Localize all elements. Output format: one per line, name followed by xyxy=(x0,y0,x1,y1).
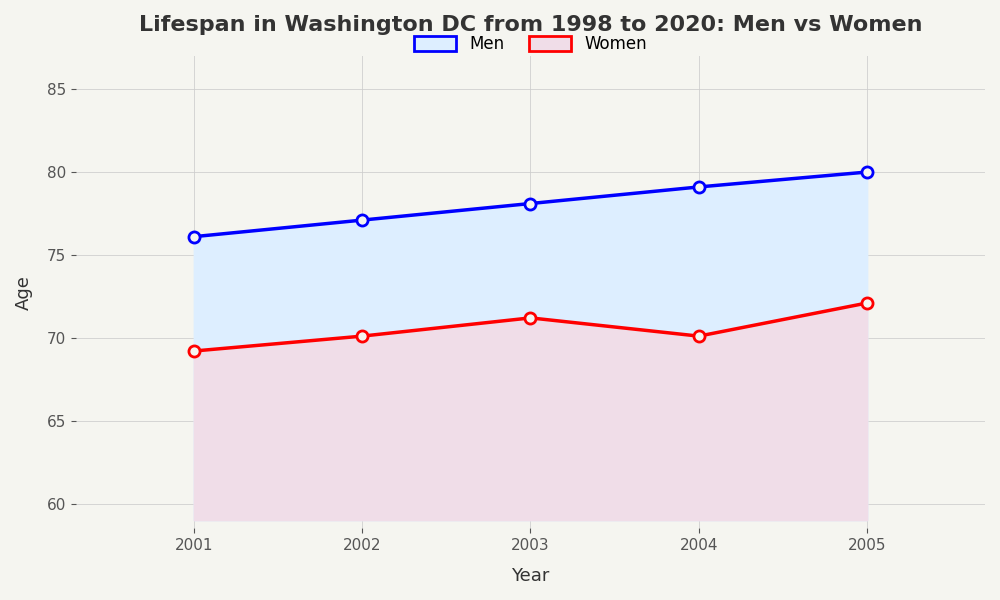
Y-axis label: Age: Age xyxy=(15,275,33,310)
Title: Lifespan in Washington DC from 1998 to 2020: Men vs Women: Lifespan in Washington DC from 1998 to 2… xyxy=(139,15,922,35)
X-axis label: Year: Year xyxy=(511,567,550,585)
Legend: Men, Women: Men, Women xyxy=(406,26,655,61)
